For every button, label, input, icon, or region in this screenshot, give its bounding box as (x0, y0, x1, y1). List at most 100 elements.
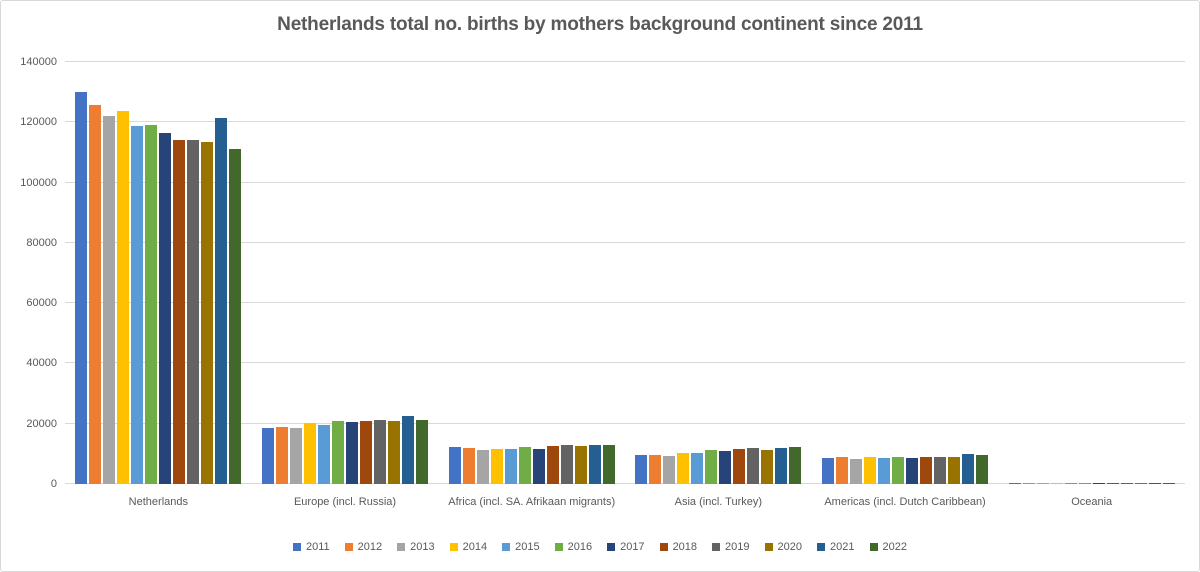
y-axis-tick-label: 100000 (20, 176, 57, 189)
bar-group-asia (625, 62, 812, 484)
bar-2016 (518, 446, 531, 484)
bar-2017 (906, 457, 919, 484)
bar-2022 (976, 455, 989, 484)
legend-item-2017: 2017 (607, 541, 645, 553)
legend-label-2020: 2020 (777, 541, 803, 553)
bar-2020 (388, 420, 400, 484)
bar-2020 (201, 142, 214, 484)
x-axis-category-label: Americas (incl. Dutch Caribbean) (824, 496, 986, 508)
bar-2017 (1092, 482, 1105, 484)
bar-2022 (1162, 482, 1175, 484)
y-axis-tick-label: 120000 (20, 116, 57, 129)
bar-2012 (89, 105, 102, 484)
gridline-80000 (65, 241, 1185, 243)
legend-swatch-2022 (869, 543, 878, 551)
bar-2019 (374, 420, 386, 484)
bar-2019 (934, 457, 947, 484)
legend-label-2019: 2019 (725, 541, 750, 553)
bar-2011 (822, 457, 835, 484)
bar-2015 (1064, 482, 1077, 484)
bar-2020 (1134, 482, 1147, 484)
bar-2015 (504, 448, 517, 484)
legend-item-2021: 2021 (817, 541, 855, 553)
bar-2012 (276, 426, 288, 484)
y-axis: 0 20000 40000 60000 80000 100000 120000 140000 (1, 56, 57, 490)
x-axis-category-label: Europe (incl. Russia) (293, 496, 397, 508)
legend-item-2013: 2013 (397, 541, 435, 553)
bar-2022 (789, 446, 802, 484)
bar-2021 (1148, 482, 1161, 484)
gridline-20000 (65, 422, 1185, 424)
bar-2014 (117, 111, 130, 484)
legend-swatch-2021 (817, 543, 826, 551)
bar-2017 (532, 449, 545, 484)
bar-group-europe (252, 62, 439, 484)
bar-2018 (360, 420, 372, 484)
bar-2015 (318, 424, 330, 484)
bar-2020 (761, 449, 774, 484)
gridline-40000 (65, 362, 1185, 364)
gridline-60000 (65, 302, 1185, 304)
bar-2014 (677, 453, 690, 484)
bar-2019 (1120, 482, 1133, 484)
legend: 2011 2012 2013 2014 2015 2016 2017 2018 2019 2020… (1, 541, 1199, 553)
gridline-100000 (65, 181, 1185, 183)
plot-area (65, 61, 1185, 484)
bar-group-netherlands (65, 62, 252, 484)
y-axis-tick-label: 20000 (26, 417, 57, 430)
legend-item-2015: 2015 (502, 541, 540, 553)
bar-2015 (878, 457, 891, 484)
bar-2013 (290, 427, 302, 484)
bar-2012 (462, 447, 475, 484)
bar-2011 (1008, 482, 1021, 484)
legend-swatch-2018 (659, 543, 668, 551)
bar-2018 (1106, 482, 1119, 484)
legend-item-2022: 2022 (869, 541, 907, 553)
x-axis: Netherlands Europe (incl. Russia) Africa (… (65, 495, 1185, 509)
gridline-140000 (65, 61, 1185, 62)
legend-swatch-2020 (764, 543, 773, 551)
bar-2017 (159, 133, 172, 484)
legend-item-2014: 2014 (449, 541, 487, 553)
bar-2020 (574, 445, 587, 484)
bar-group-americas (812, 62, 999, 484)
bar-2016 (892, 457, 905, 484)
bar-2022 (602, 445, 615, 484)
legend-label-2017: 2017 (620, 541, 645, 553)
y-axis-tick-label: 40000 (26, 357, 57, 370)
y-axis-tick-label: 0 (50, 478, 57, 490)
legend-swatch-2011 (293, 543, 301, 551)
gridline-120000 (65, 121, 1185, 123)
bar-2013 (476, 449, 489, 484)
legend-swatch-2015 (502, 543, 511, 551)
bar-2012 (836, 457, 849, 484)
legend-swatch-2014 (449, 543, 458, 551)
bar-2019 (560, 444, 573, 484)
bar-2013 (1036, 482, 1049, 484)
bar-2011 (448, 447, 461, 484)
legend-swatch-2017 (607, 543, 616, 551)
bar-2021 (402, 415, 414, 484)
bar-2018 (173, 139, 186, 484)
legend-item-2020: 2020 (764, 541, 803, 553)
x-axis-category-label: Oceania (1071, 496, 1113, 508)
bar-2014 (304, 423, 316, 484)
bar-2016 (1078, 482, 1091, 484)
bar-2016 (705, 449, 718, 484)
legend-item-2018: 2018 (659, 541, 697, 553)
bar-2013 (850, 458, 863, 484)
bar-2020 (948, 456, 961, 484)
bar-2016 (332, 421, 344, 484)
chart-title: Netherlands total no. births by mothers … (277, 14, 923, 35)
legend-label-2015: 2015 (515, 541, 540, 553)
bar-2011 (75, 92, 88, 484)
bar-2018 (546, 446, 559, 484)
bar-2019 (187, 140, 200, 484)
y-axis-tick-label: 80000 (26, 236, 57, 249)
legend-swatch-2012 (344, 543, 353, 551)
bar-2017 (346, 422, 358, 484)
bar-2015 (131, 126, 144, 484)
legend-swatch-2016 (554, 543, 563, 551)
legend-label-2016: 2016 (567, 541, 593, 553)
